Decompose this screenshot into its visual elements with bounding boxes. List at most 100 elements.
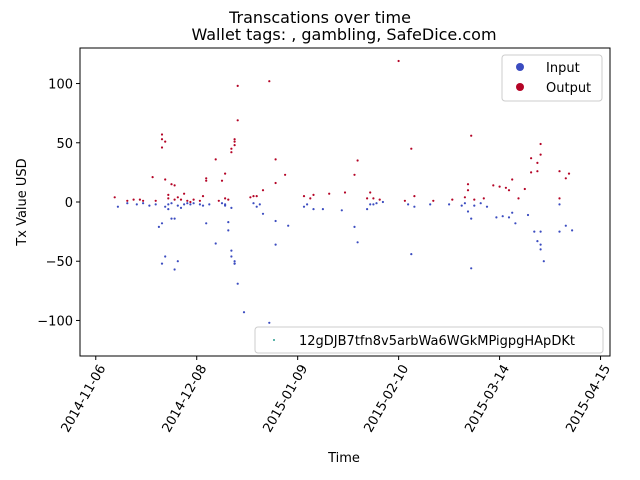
output-point-32 xyxy=(227,198,230,201)
output-point-7 xyxy=(160,133,164,136)
y-tick-label-0: −100 xyxy=(37,314,73,329)
output-point-9 xyxy=(160,146,164,149)
legend-marker-address xyxy=(273,339,275,341)
output-point-77 xyxy=(523,187,526,191)
x-tick-label-4: 2015-03-14 xyxy=(462,362,513,435)
output-point-56 xyxy=(369,191,372,194)
input-point-24 xyxy=(198,203,201,206)
output-point-68 xyxy=(470,134,473,137)
input-point-67 xyxy=(460,204,463,207)
legend-label-output: Output xyxy=(546,81,591,96)
input-point-44 xyxy=(258,203,261,206)
input-point-87 xyxy=(558,230,561,233)
chart-subtitle: Wallet tags: , gambling, SafeDice.com xyxy=(191,25,496,44)
input-point-85 xyxy=(539,248,542,251)
output-point-21 xyxy=(189,200,192,204)
input-point-12 xyxy=(167,208,170,211)
output-point-14 xyxy=(170,183,173,186)
output-point-75 xyxy=(511,178,514,181)
input-point-36 xyxy=(230,255,233,258)
input-point-6 xyxy=(157,225,160,228)
input-point-45 xyxy=(261,212,265,215)
output-point-46 xyxy=(274,158,277,161)
output-point-51 xyxy=(328,192,331,195)
output-point-3 xyxy=(138,198,141,201)
output-point-10 xyxy=(164,140,167,143)
output-point-30 xyxy=(224,172,227,175)
input-point-84 xyxy=(539,243,542,246)
output-point-81 xyxy=(536,161,539,164)
output-point-62 xyxy=(413,195,416,198)
data-points xyxy=(113,59,574,324)
output-point-28 xyxy=(217,199,220,202)
input-point-61 xyxy=(381,200,384,204)
output-point-60 xyxy=(403,199,406,202)
x-tick-label-2: 2015-01-09 xyxy=(261,362,312,435)
output-point-61 xyxy=(410,147,413,150)
input-point-14 xyxy=(170,202,173,205)
output-point-26 xyxy=(205,177,208,180)
input-point-9 xyxy=(164,255,167,258)
output-point-48 xyxy=(302,195,306,198)
output-point-22 xyxy=(192,198,195,201)
input-point-50 xyxy=(302,205,306,208)
input-point-39 xyxy=(233,262,236,265)
x-tick-label-3: 2015-02-10 xyxy=(361,362,412,435)
output-point-82 xyxy=(539,153,542,156)
output-point-12 xyxy=(167,193,170,196)
input-point-47 xyxy=(274,219,277,223)
input-point-46 xyxy=(268,321,271,324)
y-tick-label-4: 100 xyxy=(48,78,73,93)
input-point-72 xyxy=(473,204,476,207)
input-point-74 xyxy=(485,205,489,208)
input-point-55 xyxy=(353,225,356,228)
input-point-54 xyxy=(340,209,343,212)
output-point-2 xyxy=(132,198,135,201)
output-point-17 xyxy=(176,196,179,199)
input-point-86 xyxy=(542,260,545,263)
output-point-65 xyxy=(463,196,466,199)
input-point-89 xyxy=(571,229,574,232)
output-point-0 xyxy=(113,196,116,199)
output-point-71 xyxy=(492,184,495,187)
input-point-78 xyxy=(511,211,514,214)
output-point-6 xyxy=(154,199,157,202)
output-point-54 xyxy=(356,159,359,162)
input-point-48 xyxy=(274,243,277,246)
series-legend-box xyxy=(501,54,603,102)
input-point-76 xyxy=(501,215,504,218)
output-point-72 xyxy=(498,185,501,188)
output-point-70 xyxy=(482,197,485,200)
input-point-7 xyxy=(160,222,164,225)
input-point-58 xyxy=(369,203,372,206)
input-point-73 xyxy=(479,202,482,205)
input-point-80 xyxy=(526,213,530,217)
input-point-8 xyxy=(160,262,164,265)
input-point-49 xyxy=(287,224,290,227)
output-point-1 xyxy=(126,199,129,202)
input-point-60 xyxy=(375,202,378,205)
input-point-51 xyxy=(306,203,309,206)
output-point-4 xyxy=(142,199,145,202)
input-point-42 xyxy=(252,202,255,205)
input-point-57 xyxy=(366,208,369,211)
input-point-68 xyxy=(463,202,466,205)
input-point-26 xyxy=(205,222,208,225)
y-tick-label-2: 0 xyxy=(65,196,73,211)
y-axis-label: Tx Value USD xyxy=(15,158,30,246)
input-point-25 xyxy=(201,204,205,207)
legend-marker-input xyxy=(516,63,524,71)
input-point-31 xyxy=(224,204,227,207)
output-point-76 xyxy=(517,197,520,200)
input-point-35 xyxy=(230,249,233,252)
output-point-67 xyxy=(466,183,470,186)
input-point-20 xyxy=(183,203,186,206)
input-point-64 xyxy=(413,205,416,208)
address-legend: 12gDJB7tfn8v5arbWa6WGkMPigpgHApDKt xyxy=(254,326,604,354)
input-point-53 xyxy=(321,208,324,211)
output-point-33 xyxy=(230,151,233,154)
input-point-22 xyxy=(189,203,192,206)
x-tick-label-0: 2014-11-06 xyxy=(59,362,110,435)
input-point-16 xyxy=(173,217,176,220)
